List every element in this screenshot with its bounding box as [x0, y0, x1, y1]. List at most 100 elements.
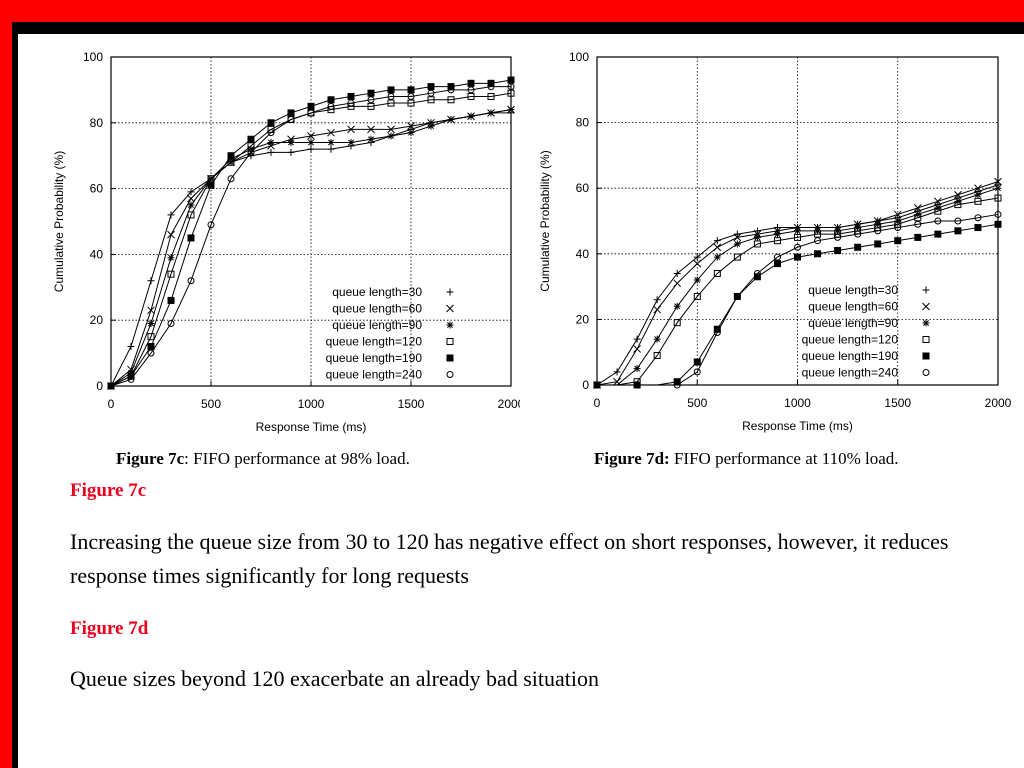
x-tick-label: 500: [687, 396, 707, 410]
data-point: [427, 122, 435, 130]
figure-7c-chart: 0 500 1000 1500 2000 0 20 40 60 80 100 Response Tim…: [52, 50, 520, 434]
x-tick-label: 500: [201, 397, 221, 411]
data-point: [974, 214, 982, 222]
data-point: [633, 335, 641, 343]
legend-label: queue length=190: [326, 351, 423, 365]
x-axis-label: Response Time (ms): [256, 420, 367, 434]
data-point: [127, 375, 135, 383]
data-point: [307, 145, 315, 153]
data-point: [733, 253, 741, 261]
data-point: [814, 230, 822, 238]
data-point: [167, 211, 175, 219]
data-point: [327, 96, 335, 104]
data-point: [127, 343, 135, 351]
data-point: [467, 79, 475, 87]
data-point: [693, 276, 701, 284]
x-axis-label: Response Time (ms): [742, 419, 853, 433]
data-point: [713, 253, 721, 261]
data-point: [934, 230, 942, 238]
data-point: [633, 345, 641, 353]
data-point: [467, 92, 475, 100]
legend-label: queue length=90: [332, 318, 422, 332]
data-point: [933, 197, 942, 206]
caption-text: : FIFO performance at 98% load.: [184, 449, 410, 468]
data-point: [893, 210, 902, 219]
y-tick-label: 40: [576, 247, 590, 261]
data-point: [653, 335, 661, 343]
legend-marker: [446, 338, 454, 345]
data-point: [693, 368, 701, 376]
data-point: [327, 145, 335, 153]
caption-text: FIFO performance at 110% load.: [669, 449, 899, 468]
y-tick-label: 100: [83, 50, 103, 64]
data-point: [367, 96, 375, 104]
data-point: [247, 148, 255, 156]
data-point: [367, 102, 375, 110]
data-point: [773, 237, 781, 245]
data-point: [854, 243, 862, 251]
y-tick-label: 100: [569, 50, 589, 64]
data-point: [267, 148, 275, 156]
data-point: [287, 139, 295, 147]
legend-label: queue length=30: [808, 283, 898, 297]
y-tick-label: 60: [90, 182, 104, 196]
data-point: [613, 368, 621, 376]
data-point: [673, 279, 682, 288]
data-point: [227, 152, 235, 160]
y-tick-label: 20: [90, 313, 104, 327]
data-point: [794, 227, 801, 235]
data-point: [794, 233, 801, 241]
data-point: [487, 109, 495, 117]
legend-label: queue length=120: [326, 335, 423, 349]
legend-marker: [922, 369, 930, 376]
section-text-7d: Queue sizes beyond 120 exacerbate an alr…: [70, 666, 600, 691]
data-point: [407, 86, 415, 94]
data-point: [653, 296, 661, 304]
data-point: [753, 227, 761, 235]
data-point: [653, 351, 661, 359]
data-point: [733, 233, 742, 242]
series-circle: [107, 83, 515, 390]
legend: queue length=30 queue length=60 queue leng…: [802, 283, 930, 380]
data-point: [834, 233, 842, 241]
data-point: [387, 99, 395, 107]
data-point: [187, 188, 195, 196]
section-text-7c: Increasing the queue size from 30 to 120…: [70, 529, 949, 588]
data-point: [147, 349, 155, 357]
data-point: [934, 207, 942, 215]
data-point: [773, 230, 781, 238]
data-point: [167, 270, 175, 278]
data-point: [773, 260, 781, 268]
data-point: [913, 204, 922, 212]
data-point: [773, 253, 781, 261]
y-tick-label: 80: [90, 116, 104, 130]
data-point: [147, 333, 155, 341]
plot-frame: [110, 56, 512, 387]
y-tick-label: 80: [576, 116, 590, 130]
data-point: [974, 191, 982, 199]
data-point: [407, 122, 415, 130]
y-tick-label: 40: [90, 247, 104, 261]
section-heading-7c: Figure 7c: [70, 480, 147, 501]
data-point: [167, 254, 175, 262]
data-point: [467, 112, 475, 120]
data-point: [894, 237, 902, 245]
data-point: [934, 217, 942, 225]
caption-label: Figure 7c: [116, 449, 185, 468]
legend-label: queue length=190: [802, 349, 899, 363]
legend-marker: [446, 288, 454, 296]
slide-background: [18, 34, 1024, 768]
data-point: [287, 109, 295, 117]
figure-7d-caption: Figure 7d: FIFO performance at 110% load…: [594, 449, 899, 469]
data-point: [227, 158, 235, 166]
data-point: [814, 237, 822, 245]
data-point: [147, 343, 155, 351]
data-point: [713, 243, 722, 252]
data-point: [347, 139, 355, 147]
x-tick-label: 1500: [884, 396, 911, 410]
series-line: [597, 197, 999, 386]
data-point: [367, 89, 375, 97]
data-point: [633, 365, 641, 373]
legend-label: queue length=60: [332, 302, 422, 316]
data-point: [673, 319, 681, 327]
